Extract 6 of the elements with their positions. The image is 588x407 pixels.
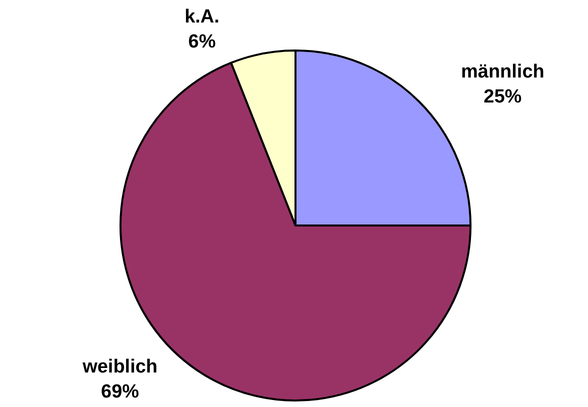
slice-label: weiblich bbox=[82, 356, 158, 378]
data-label: 6% bbox=[188, 32, 216, 53]
data-label: 69% bbox=[101, 382, 140, 403]
slice-label: männlich bbox=[460, 61, 544, 82]
slice-label: k.A. bbox=[184, 6, 220, 28]
data-label: 25% bbox=[484, 86, 522, 108]
